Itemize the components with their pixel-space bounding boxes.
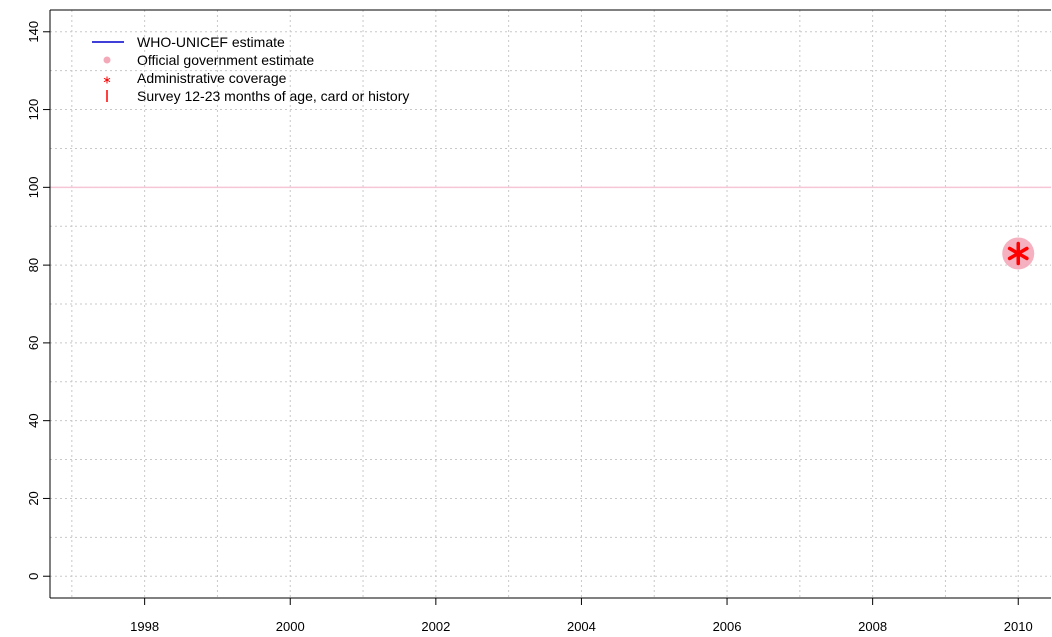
axes: 1998 2000 2002 2004 2006 2008 2010 0 20 40 60 80 100… [26,9,1051,634]
grid [50,10,1051,598]
point-asterisk-2010 [1007,241,1029,266]
y-tick-label-60: 60 [26,336,41,350]
legend-asterisk-symbol [103,76,111,84]
legend-label-1: Official government estimate [137,52,314,68]
x-tick-label-2002: 2002 [421,619,450,634]
x-tick-label-2010: 2010 [1004,619,1033,634]
y-tick-label-140: 140 [26,21,41,43]
x-tick-label-1998: 1998 [130,619,159,634]
legend: WHO-UNICEF estimate Official government e… [92,34,409,104]
x-tick-label-2000: 2000 [276,619,305,634]
y-tick-label-80: 80 [26,258,41,272]
x-tick-label-2006: 2006 [713,619,742,634]
y-tick-label-20: 20 [26,491,41,505]
legend-asterisk-stroke [103,77,111,83]
legend-label-3: Survey 12-23 months of age, card or hist… [137,88,409,104]
y-tick-label-100: 100 [26,176,41,198]
legend-circle-symbol [103,56,111,64]
x-tick-label-2008: 2008 [858,619,887,634]
y-tick-label-120: 120 [26,99,41,121]
y-tick-label-40: 40 [26,413,41,427]
data-points [1002,237,1035,270]
legend-label-0: WHO-UNICEF estimate [137,34,285,50]
y-tick-label-0: 0 [26,573,41,580]
x-tick-label-2004: 2004 [567,619,596,634]
legend-label-2: Administrative coverage [137,70,287,86]
point-asterisk-2010-stroke [1007,246,1029,261]
